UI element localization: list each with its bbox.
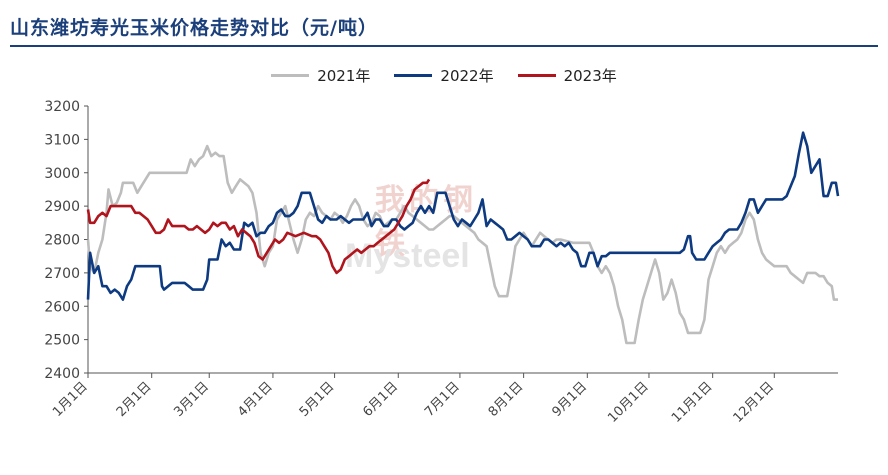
title-bar: 山东潍坊寿光玉米价格走势对比（元/吨）: [0, 0, 888, 50]
x-tick-label: 6月1日: [360, 379, 401, 420]
y-tick-label: 2700: [44, 266, 80, 282]
x-tick-label: 7月1日: [422, 379, 463, 420]
x-tick-label: 10月1日: [605, 379, 652, 426]
legend-swatch-2022: [394, 73, 433, 77]
legend-swatch-2023: [517, 73, 556, 77]
x-tick-label: 11月1日: [669, 379, 716, 426]
x-tick-label: 12月1日: [731, 379, 778, 426]
x-tick-label: 5月1日: [297, 379, 338, 420]
x-tick-label: 3月1日: [171, 379, 212, 420]
y-tick-label: 2800: [44, 233, 80, 249]
x-tick-label: 1月1日: [50, 379, 91, 420]
legend-label-2021: 2021年: [317, 66, 371, 85]
x-tick-label: 2月1日: [114, 379, 155, 420]
x-tick-label: 9月1日: [549, 379, 590, 420]
title-underline: [10, 45, 878, 47]
y-tick-label: 3100: [44, 132, 80, 148]
y-tick-label: 2400: [44, 366, 80, 382]
x-tick-label: 4月1日: [235, 379, 276, 420]
legend-label-2023: 2023年: [563, 66, 617, 85]
legend-label-2022: 2022年: [440, 66, 494, 85]
y-tick-label: 3200: [44, 99, 80, 115]
legend-item-2023: 2023年: [517, 65, 617, 86]
series-line-2021: [86, 144, 838, 345]
y-tick-label: 2500: [44, 333, 80, 349]
y-tick-label: 3000: [44, 166, 80, 182]
legend: 2021年 2022年 2023年: [0, 62, 888, 88]
x-tick-label: 8月1日: [486, 379, 527, 420]
chart-title: 山东潍坊寿光玉米价格走势对比（元/吨）: [10, 17, 378, 39]
legend-swatch-2021: [271, 73, 310, 77]
series-line-2023: [86, 178, 431, 275]
series-line-2022: [86, 131, 840, 301]
legend-item-2022: 2022年: [394, 65, 494, 86]
y-tick-label: 2600: [44, 299, 80, 315]
y-tick-label: 2900: [44, 199, 80, 215]
legend-item-2021: 2021年: [271, 65, 370, 86]
